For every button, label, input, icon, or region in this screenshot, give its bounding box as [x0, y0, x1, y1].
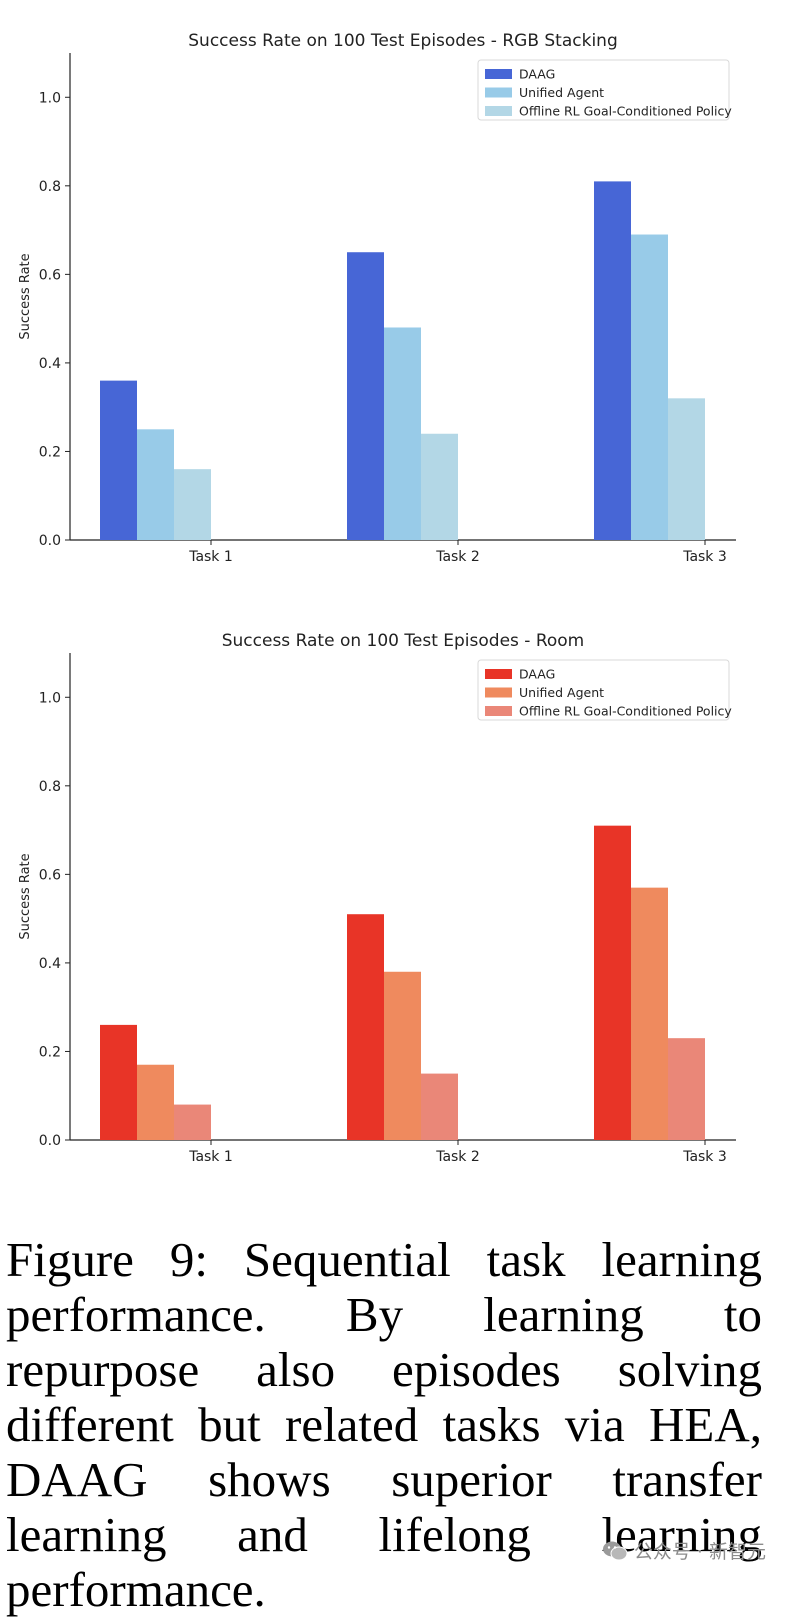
y-tick-label: 0.4 — [39, 356, 61, 372]
legend-box — [477, 659, 730, 721]
y-tick-label: 0.2 — [39, 444, 61, 460]
bar-offline-rl-goal-conditioned-policy-task-2 — [421, 1073, 458, 1140]
bar-unified-agent-task-2 — [384, 971, 421, 1140]
legend: DAAG Unified Agent Offline RL Goal-Conditi… — [477, 59, 732, 121]
bar-unified-agent-task-2 — [384, 327, 421, 540]
bar-unified-agent-task-3 — [631, 234, 668, 540]
bar-daag-task-2 — [347, 252, 384, 540]
x-tick-label: Task 2 — [435, 549, 480, 565]
bar-offline-rl-goal-conditioned-policy-task-3 — [668, 1038, 705, 1140]
y-axis-label: Success Rate — [18, 853, 33, 939]
y-tick-label: 0.2 — [39, 1044, 61, 1060]
y-tick-label: 0.0 — [39, 533, 61, 549]
bar-offline-rl-goal-conditioned-policy-task-2 — [421, 433, 458, 540]
y-tick-label: 0.0 — [39, 1133, 61, 1149]
legend-label: Unified Agent — [519, 685, 604, 700]
legend-label: Offline RL Goal-Conditioned Policy — [519, 704, 732, 719]
y-tick-label: 0.6 — [39, 267, 61, 283]
y-tick-label: 0.8 — [39, 779, 61, 795]
y-tick-label: 1.0 — [39, 90, 61, 106]
bar-daag-task-3 — [594, 825, 631, 1140]
y-tick-label: 0.8 — [39, 179, 61, 195]
chart-title: Success Rate on 100 Test Episodes - Room — [222, 631, 585, 651]
legend-swatch — [485, 706, 512, 716]
watermark: 公众号 · 新智元 — [602, 1537, 766, 1564]
bar-offline-rl-goal-conditioned-policy-task-1 — [174, 469, 211, 540]
bar-offline-rl-goal-conditioned-policy-task-3 — [668, 398, 705, 540]
legend-swatch — [485, 87, 512, 98]
legend-box — [477, 59, 730, 121]
y-axis-label: Success Rate — [18, 253, 33, 339]
legend-label: DAAG — [519, 67, 555, 82]
bar-daag-task-2 — [347, 914, 384, 1140]
bar-daag-task-1 — [100, 1024, 137, 1140]
x-tick-label: Task 3 — [682, 1149, 727, 1165]
y-tick-label: 0.4 — [39, 956, 61, 972]
x-tick-label: Task 1 — [188, 549, 233, 565]
room-chart: Success Rate on 100 Test Episodes - Room… — [18, 631, 736, 1165]
legend-swatch — [485, 669, 512, 679]
bar-daag-task-1 — [100, 380, 137, 540]
legend: DAAG Unified Agent Offline RL Goal-Conditi… — [477, 659, 732, 721]
legend-label: Offline RL Goal-Conditioned Policy — [519, 104, 732, 119]
y-tick-label: 1.0 — [39, 690, 61, 706]
bar-offline-rl-goal-conditioned-policy-task-1 — [174, 1104, 211, 1140]
x-tick-label: Task 3 — [682, 549, 727, 565]
chart-title: Success Rate on 100 Test Episodes - RGB … — [188, 31, 618, 51]
watermark-text: 公众号 · 新智元 — [633, 1541, 766, 1563]
wechat-icon — [602, 1541, 628, 1560]
bar-unified-agent-task-1 — [137, 429, 174, 540]
legend-label: DAAG — [519, 667, 555, 682]
x-tick-label: Task 1 — [188, 1149, 233, 1165]
bar-daag-task-3 — [594, 181, 631, 540]
bar-unified-agent-task-3 — [631, 887, 668, 1140]
legend-swatch — [485, 687, 512, 698]
bar-unified-agent-task-1 — [137, 1064, 174, 1140]
legend-swatch — [485, 106, 512, 116]
y-tick-label: 0.6 — [39, 867, 61, 883]
legend-label: Unified Agent — [519, 85, 604, 100]
x-tick-label: Task 2 — [435, 1149, 480, 1165]
legend-swatch — [485, 69, 512, 79]
rgb-stacking-chart: Success Rate on 100 Test Episodes - RGB … — [18, 31, 736, 565]
